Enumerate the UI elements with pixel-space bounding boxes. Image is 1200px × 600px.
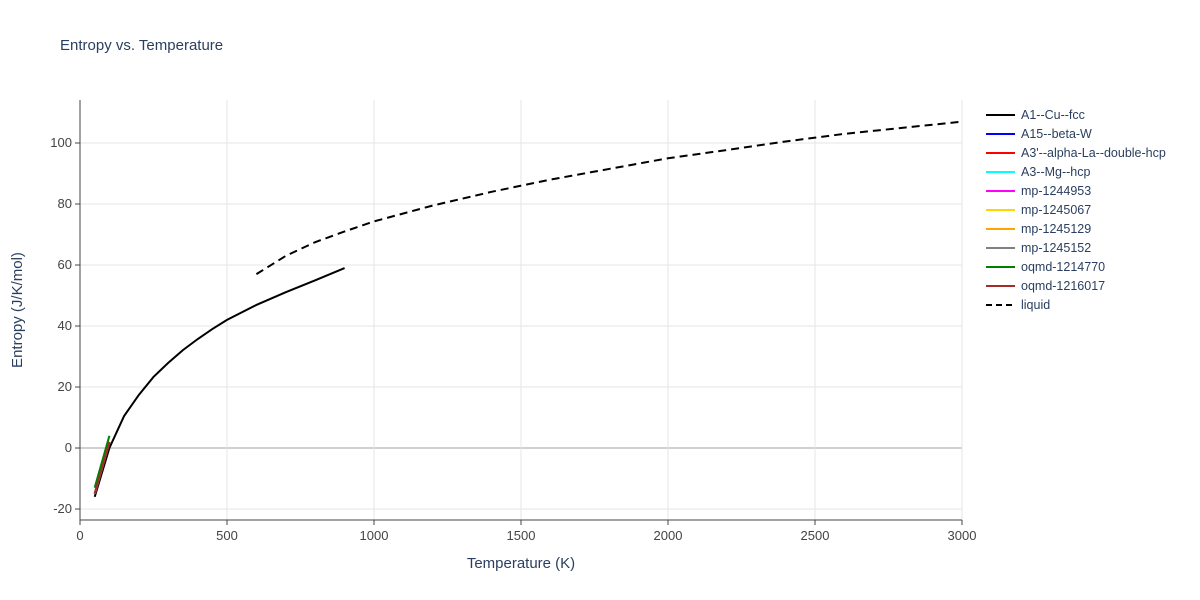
legend-label: liquid [1021,298,1050,312]
chart-title: Entropy vs. Temperature [60,37,223,54]
y-tick-label: 40 [58,318,72,333]
series-line [93,267,345,498]
series-line [93,435,111,488]
series-line [93,441,111,495]
y-axis-title: Entropy (J/K/mol) [9,252,26,368]
x-tick-label: 1500 [507,528,536,543]
x-axis-title: Temperature (K) [467,555,575,572]
x-tick-label: 3000 [948,528,977,543]
legend-label: oqmd-1216017 [1021,279,1105,293]
x-tick-label: 0 [76,528,83,543]
x-tick-label: 2000 [654,528,683,543]
legend-label: A15--beta-W [1021,127,1092,141]
y-tick-label: 20 [58,379,72,394]
legend-label: mp-1245152 [1021,241,1091,255]
legend-label: A3'--alpha-La--double-hcp [1021,146,1166,160]
legend-label: A1--Cu--fcc [1021,108,1085,122]
y-tick-label: 0 [65,440,72,455]
series-line [255,120,963,276]
y-tick-label: -20 [53,501,72,516]
legend-label: mp-1245067 [1021,203,1091,217]
y-tick-label: 80 [58,196,72,211]
y-tick-label: 100 [50,135,72,150]
legend-label: mp-1244953 [1021,184,1091,198]
legend-label: oqmd-1214770 [1021,260,1105,274]
legend-label: mp-1245129 [1021,222,1091,236]
x-tick-label: 2500 [801,528,830,543]
x-tick-label: 1000 [360,528,389,543]
x-tick-label: 500 [216,528,238,543]
y-tick-label: 60 [58,257,72,272]
legend-label: A3--Mg--hcp [1021,165,1091,179]
